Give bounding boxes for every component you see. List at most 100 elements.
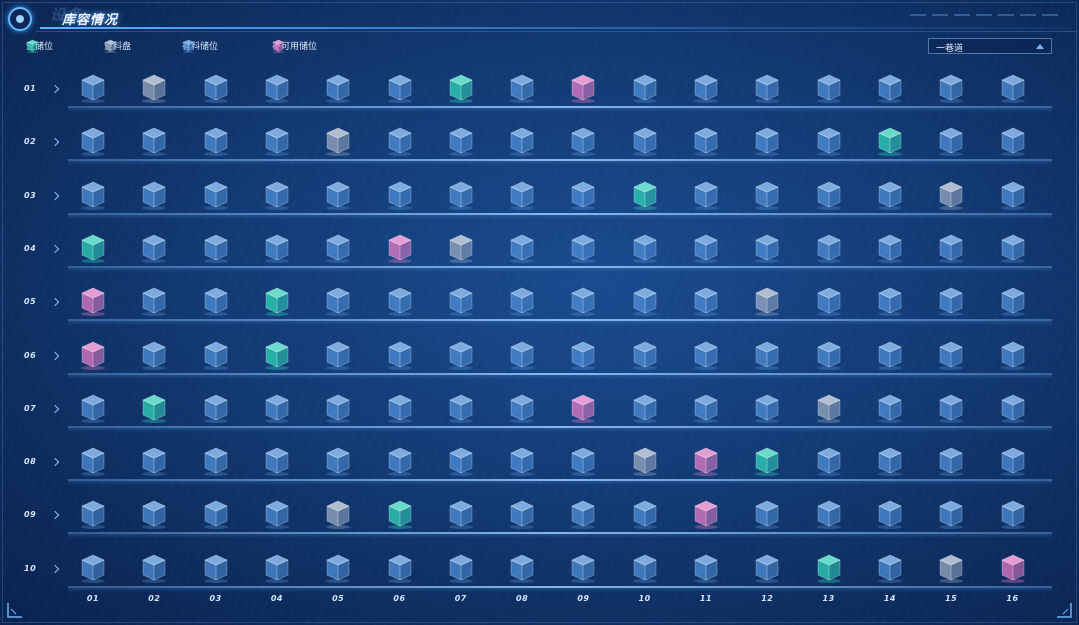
chevron-up-icon[interactable] [1036, 44, 1044, 49]
storage-cell-unavailable[interactable] [1000, 553, 1026, 583]
storage-cell-loaded[interactable] [877, 180, 903, 210]
storage-cell-loaded[interactable] [938, 126, 964, 157]
storage-cell-loaded[interactable] [816, 446, 842, 477]
storage-cell-loaded[interactable] [80, 446, 106, 477]
storage-cell-loaded[interactable] [509, 499, 535, 530]
storage-cell-loaded[interactable] [448, 499, 474, 530]
storage-cell-loaded[interactable] [80, 73, 106, 103]
storage-cell-loaded[interactable] [877, 73, 903, 103]
storage-cell-loaded[interactable] [141, 180, 167, 210]
storage-cell-loaded[interactable] [877, 446, 903, 477]
storage-cell-unavailable[interactable] [80, 286, 106, 317]
storage-cell-loaded[interactable] [632, 73, 658, 103]
storage-cell-empty-tray[interactable] [448, 233, 474, 263]
storage-cell-loaded[interactable] [141, 553, 167, 583]
storage-cell-empty-slot[interactable] [141, 393, 167, 423]
storage-cell-loaded[interactable] [816, 233, 842, 263]
aisle-select[interactable]: 一巷道 [928, 38, 1052, 54]
storage-cell-loaded[interactable] [938, 340, 964, 370]
storage-cell-loaded[interactable] [509, 126, 535, 157]
storage-cell-loaded[interactable] [387, 446, 413, 477]
storage-cell-loaded[interactable] [816, 286, 842, 317]
storage-cell-loaded[interactable] [448, 393, 474, 423]
storage-cell-loaded[interactable] [1000, 233, 1026, 263]
storage-cell-loaded[interactable] [264, 553, 290, 583]
storage-cell-loaded[interactable] [264, 73, 290, 103]
storage-cell-loaded[interactable] [877, 286, 903, 317]
storage-cell-loaded[interactable] [693, 286, 719, 317]
storage-cell-loaded[interactable] [693, 233, 719, 263]
storage-cell-loaded[interactable] [264, 233, 290, 263]
storage-cell-loaded[interactable] [877, 340, 903, 370]
storage-cell-loaded[interactable] [141, 233, 167, 263]
storage-cell-empty-slot[interactable] [448, 73, 474, 103]
storage-cell-loaded[interactable] [754, 340, 780, 370]
storage-cell-loaded[interactable] [1000, 340, 1026, 370]
storage-cell-loaded[interactable] [816, 180, 842, 210]
storage-cell-empty-slot[interactable] [877, 126, 903, 157]
storage-cell-loaded[interactable] [938, 499, 964, 530]
storage-cell-loaded[interactable] [509, 393, 535, 423]
storage-cell-loaded[interactable] [325, 286, 351, 317]
storage-cell-empty-slot[interactable] [387, 499, 413, 530]
storage-cell-empty-tray[interactable] [754, 286, 780, 317]
storage-cell-loaded[interactable] [1000, 73, 1026, 103]
storage-cell-loaded[interactable] [693, 126, 719, 157]
storage-cell-loaded[interactable] [938, 73, 964, 103]
storage-cell-loaded[interactable] [816, 73, 842, 103]
storage-cell-loaded[interactable] [938, 393, 964, 423]
storage-cell-unavailable[interactable] [570, 73, 596, 103]
storage-cell-empty-tray[interactable] [938, 180, 964, 210]
storage-cell-loaded[interactable] [203, 499, 229, 530]
storage-cell-loaded[interactable] [80, 126, 106, 157]
storage-cell-empty-slot[interactable] [816, 553, 842, 583]
storage-cell-loaded[interactable] [570, 126, 596, 157]
storage-cell-loaded[interactable] [693, 553, 719, 583]
storage-cell-loaded[interactable] [570, 499, 596, 530]
storage-cell-empty-slot[interactable] [264, 286, 290, 317]
storage-cell-loaded[interactable] [570, 340, 596, 370]
storage-cell-loaded[interactable] [509, 340, 535, 370]
storage-cell-loaded[interactable] [203, 233, 229, 263]
storage-cell-loaded[interactable] [570, 180, 596, 210]
storage-cell-loaded[interactable] [754, 553, 780, 583]
storage-cell-loaded[interactable] [754, 233, 780, 263]
storage-cell-loaded[interactable] [325, 73, 351, 103]
storage-cell-loaded[interactable] [80, 553, 106, 583]
storage-cell-loaded[interactable] [141, 499, 167, 530]
storage-cell-unavailable[interactable] [80, 340, 106, 370]
storage-cell-loaded[interactable] [141, 126, 167, 157]
storage-cell-loaded[interactable] [448, 340, 474, 370]
storage-cell-empty-slot[interactable] [632, 180, 658, 210]
storage-cell-loaded[interactable] [387, 73, 413, 103]
storage-cell-empty-slot[interactable] [80, 233, 106, 263]
storage-cell-loaded[interactable] [816, 126, 842, 157]
storage-cell-loaded[interactable] [816, 340, 842, 370]
storage-cell-loaded[interactable] [141, 446, 167, 477]
storage-cell-loaded[interactable] [203, 393, 229, 423]
storage-cell-loaded[interactable] [325, 340, 351, 370]
storage-cell-loaded[interactable] [509, 553, 535, 583]
storage-cell-loaded[interactable] [264, 180, 290, 210]
storage-cell-loaded[interactable] [325, 553, 351, 583]
storage-cell-loaded[interactable] [325, 393, 351, 423]
storage-cell-loaded[interactable] [509, 73, 535, 103]
storage-cell-loaded[interactable] [754, 73, 780, 103]
storage-cell-empty-slot[interactable] [264, 340, 290, 370]
storage-cell-loaded[interactable] [203, 553, 229, 583]
storage-cell-loaded[interactable] [1000, 499, 1026, 530]
storage-cell-unavailable[interactable] [570, 393, 596, 423]
storage-cell-loaded[interactable] [387, 286, 413, 317]
storage-cell-loaded[interactable] [448, 126, 474, 157]
storage-cell-loaded[interactable] [448, 286, 474, 317]
storage-cell-loaded[interactable] [325, 233, 351, 263]
storage-cell-loaded[interactable] [387, 340, 413, 370]
storage-cell-loaded[interactable] [632, 553, 658, 583]
storage-cell-loaded[interactable] [264, 446, 290, 477]
storage-cell-loaded[interactable] [938, 446, 964, 477]
storage-cell-loaded[interactable] [387, 553, 413, 583]
storage-cell-loaded[interactable] [387, 393, 413, 423]
storage-cell-loaded[interactable] [877, 393, 903, 423]
storage-cell-loaded[interactable] [509, 446, 535, 477]
storage-cell-loaded[interactable] [80, 393, 106, 423]
